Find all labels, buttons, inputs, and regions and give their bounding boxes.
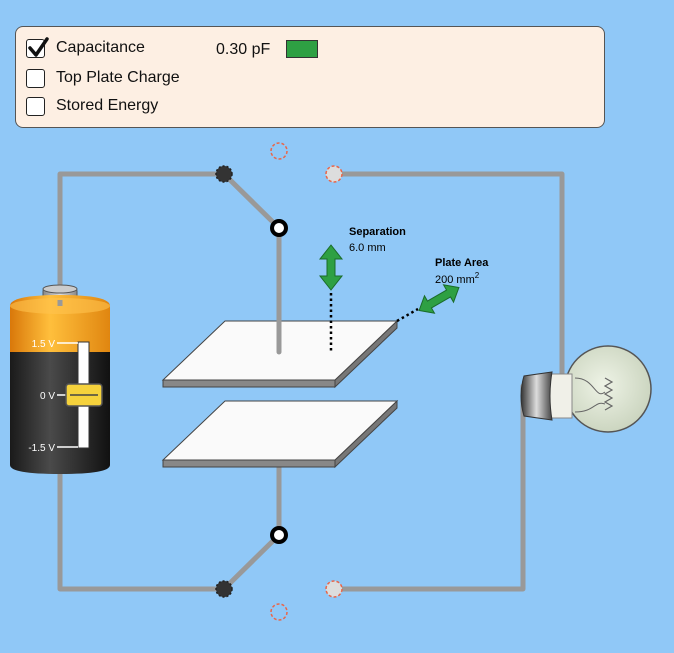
top-plate-charge-checkbox[interactable] xyxy=(26,68,45,88)
switch-open-terminal-bottom[interactable] xyxy=(270,603,288,621)
switch-bulb-terminal-bottom[interactable] xyxy=(325,580,343,598)
switch-bulb-terminal-top[interactable] xyxy=(325,165,343,183)
light-bulb-icon xyxy=(520,345,652,433)
switch-pivot-bottom[interactable] xyxy=(215,580,233,598)
top-switch[interactable] xyxy=(215,142,343,237)
voltage-tick-top: 1.5 V xyxy=(32,339,56,350)
top-plate-charge-row[interactable]: Top Plate Charge xyxy=(26,67,180,89)
voltage-tick-bottom: -1.5 V xyxy=(28,443,55,454)
stored-energy-label: Stored Energy xyxy=(56,97,159,114)
voltage-slider-knob[interactable] xyxy=(65,383,103,407)
voltage-tick-mid: 0 V xyxy=(40,391,55,402)
control-panel: Capacitance Top Plate Charge Stored Ener… xyxy=(15,26,605,128)
checkmark-icon xyxy=(28,36,49,57)
plate-area-dotted-line xyxy=(396,307,419,323)
stored-energy-checkbox[interactable] xyxy=(26,96,45,116)
battery: 1.5 V 0 V -1.5 V xyxy=(10,284,110,474)
switch-connector-top[interactable] xyxy=(270,219,288,237)
plate-area-title: Plate Area xyxy=(435,257,489,269)
plate-area-arrow-icon[interactable] xyxy=(414,279,464,319)
separation-value: 6.0 mm xyxy=(349,242,386,254)
capacitance-checkbox[interactable] xyxy=(26,36,49,58)
top-plate-charge-label: Top Plate Charge xyxy=(56,69,180,86)
bottom-plate xyxy=(161,399,399,469)
capacitance-row[interactable]: Capacitance xyxy=(26,36,145,59)
stored-energy-row[interactable]: Stored Energy xyxy=(26,95,158,117)
separation-arrow-icon[interactable] xyxy=(318,244,344,291)
capacitance-value: 0.30 pF xyxy=(216,41,271,58)
capacitance-label: Capacitance xyxy=(56,39,145,56)
separation-title: Separation xyxy=(349,226,406,238)
switch-connector-bottom[interactable] xyxy=(270,526,288,544)
switch-open-terminal-top[interactable] xyxy=(270,142,288,160)
bottom-switch[interactable] xyxy=(215,526,343,621)
capacitance-meter-bar xyxy=(286,40,318,58)
switch-pivot-top[interactable] xyxy=(215,165,233,183)
plate-area-value: 200 mm2 xyxy=(435,271,480,286)
